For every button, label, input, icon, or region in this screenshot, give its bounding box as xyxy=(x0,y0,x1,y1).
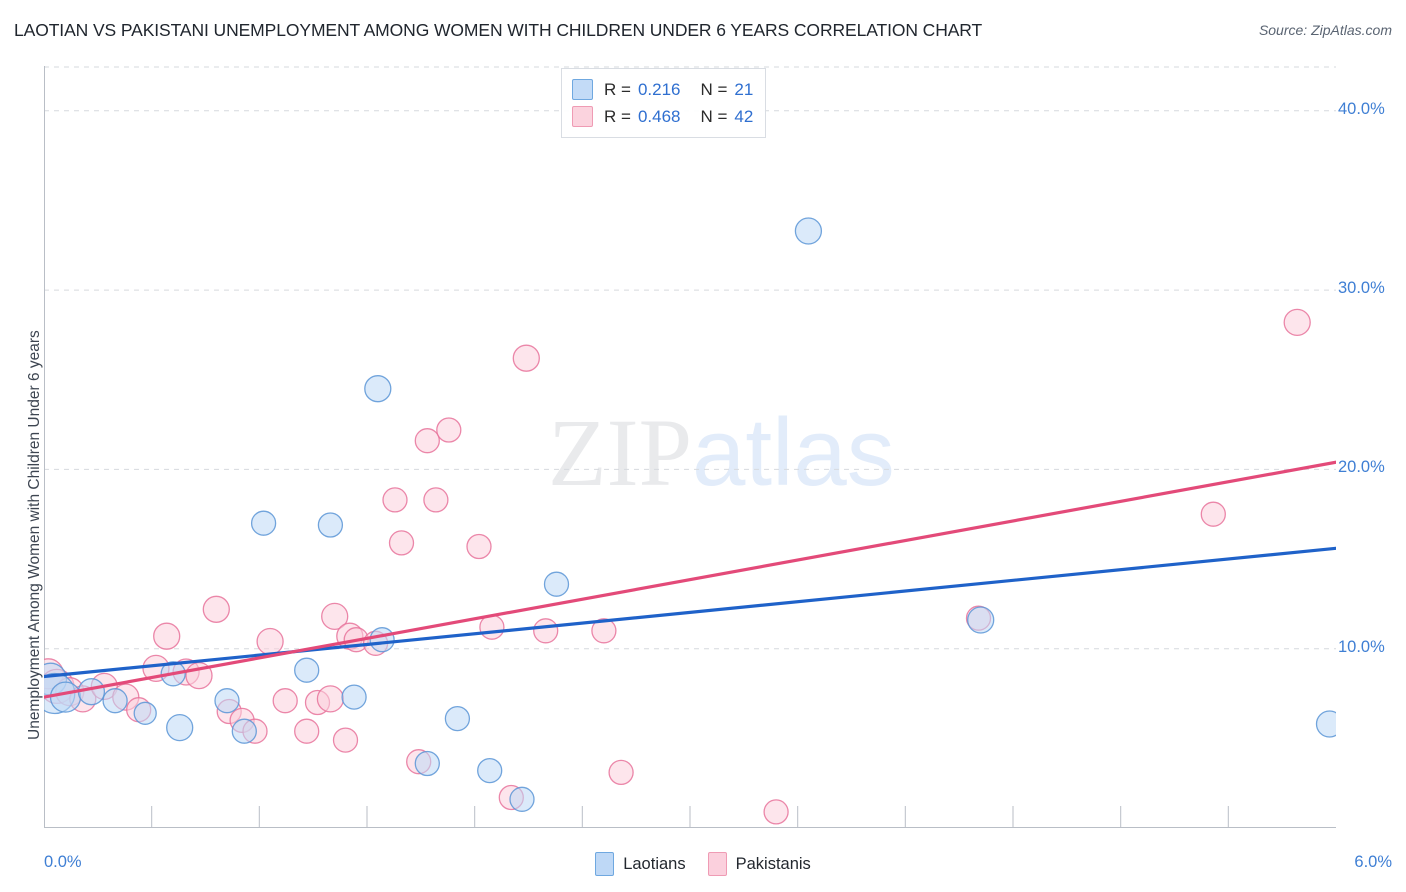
data-point-pakistanis xyxy=(316,685,345,713)
correlation-legend-row-pakistanis: R = 0.468 N = 42 xyxy=(572,103,753,130)
data-point-laotians xyxy=(231,718,257,744)
data-point-laotians xyxy=(250,510,277,536)
data-point-laotians xyxy=(294,657,320,683)
data-point-laotians xyxy=(49,681,82,713)
n-value-laotians: 21 xyxy=(734,79,754,99)
correlation-legend-row-laotians: R = 0.216 N = 21 xyxy=(572,76,753,103)
x-axis-min-label: 0.0% xyxy=(44,853,82,871)
legend-swatch-laotians xyxy=(572,79,593,100)
data-point-pakistanis xyxy=(256,627,284,656)
data-point-pakistanis xyxy=(382,487,408,513)
trendline-pakistanis xyxy=(44,460,1336,699)
data-point-laotians xyxy=(317,512,344,538)
data-point-laotians xyxy=(509,786,535,812)
y-axis-tick-label: 10.0% xyxy=(1338,638,1385,656)
trendline-laotians xyxy=(44,546,1336,679)
series-swatch-laotians xyxy=(595,852,615,876)
data-point-pakistanis xyxy=(533,618,559,644)
x-axis-ticks xyxy=(151,806,1229,828)
y-axis-tick-label: 30.0% xyxy=(1338,279,1385,297)
data-point-laotians xyxy=(369,627,395,653)
series-legend: Laotians Pakistanis xyxy=(0,852,1406,876)
data-point-laotians xyxy=(133,701,157,725)
data-point-pakistanis xyxy=(466,533,492,560)
data-point-pakistanis xyxy=(591,618,617,644)
data-point-pakistanis xyxy=(608,759,634,786)
series-legend-item-laotians[interactable]: Laotians xyxy=(595,852,686,876)
data-point-laotians xyxy=(444,705,471,732)
data-point-pakistanis xyxy=(763,799,789,825)
n-label-pakistanis: N = xyxy=(700,106,728,126)
series-legend-item-pakistanis[interactable]: Pakistanis xyxy=(707,852,811,876)
data-points xyxy=(44,217,1336,825)
r-value-laotians: 0.216 xyxy=(637,79,681,99)
source-label: Source: ZipAtlas.com xyxy=(1258,22,1392,38)
data-point-pakistanis xyxy=(1200,501,1226,527)
y-axis-tick-label: 40.0% xyxy=(1338,100,1385,118)
y-axis-tick-label: 20.0% xyxy=(1338,458,1385,476)
x-axis-max-label: 6.0% xyxy=(1354,853,1392,871)
data-point-laotians xyxy=(102,688,128,714)
gridlines xyxy=(44,66,1336,650)
data-point-pakistanis xyxy=(153,622,181,650)
data-point-laotians xyxy=(794,217,823,245)
page-title: LAOTIAN VS PAKISTANI UNEMPLOYMENT AMONG … xyxy=(14,20,983,40)
r-value-pakistanis: 0.468 xyxy=(637,106,681,126)
series-swatch-pakistanis xyxy=(707,852,727,876)
data-point-laotians xyxy=(543,571,570,597)
data-point-pakistanis xyxy=(414,428,440,454)
r-label-laotians: R = xyxy=(604,79,631,99)
data-point-pakistanis xyxy=(202,595,230,623)
trend-lines xyxy=(44,460,1336,699)
data-point-laotians xyxy=(1315,710,1336,738)
scatter-plot-svg xyxy=(44,66,1336,828)
data-point-laotians xyxy=(364,375,392,403)
data-point-laotians xyxy=(341,684,367,710)
data-point-pakistanis xyxy=(388,530,415,556)
data-point-pakistanis xyxy=(1283,308,1311,337)
data-point-laotians xyxy=(414,750,440,777)
data-point-pakistanis xyxy=(332,727,359,753)
r-label-pakistanis: R = xyxy=(604,106,631,126)
legend-swatch-pakistanis xyxy=(572,106,593,127)
series-label-pakistanis: Pakistanis xyxy=(735,854,811,873)
data-point-pakistanis xyxy=(512,344,540,372)
n-label-laotians: N = xyxy=(700,79,728,99)
correlation-legend: R = 0.216 N = 21 R = 0.468 N = 42 xyxy=(561,68,767,138)
plot-area xyxy=(44,66,1336,828)
n-value-pakistanis: 42 xyxy=(734,106,754,126)
data-point-laotians xyxy=(214,688,240,714)
series-label-laotians: Laotians xyxy=(623,854,686,873)
data-point-pakistanis xyxy=(423,487,449,513)
data-point-laotians xyxy=(166,713,194,742)
data-point-pakistanis xyxy=(436,417,462,443)
data-point-pakistanis xyxy=(272,688,298,714)
data-point-pakistanis xyxy=(321,602,349,631)
data-point-laotians xyxy=(967,606,995,634)
data-point-pakistanis xyxy=(294,718,320,744)
data-point-laotians xyxy=(477,757,503,784)
